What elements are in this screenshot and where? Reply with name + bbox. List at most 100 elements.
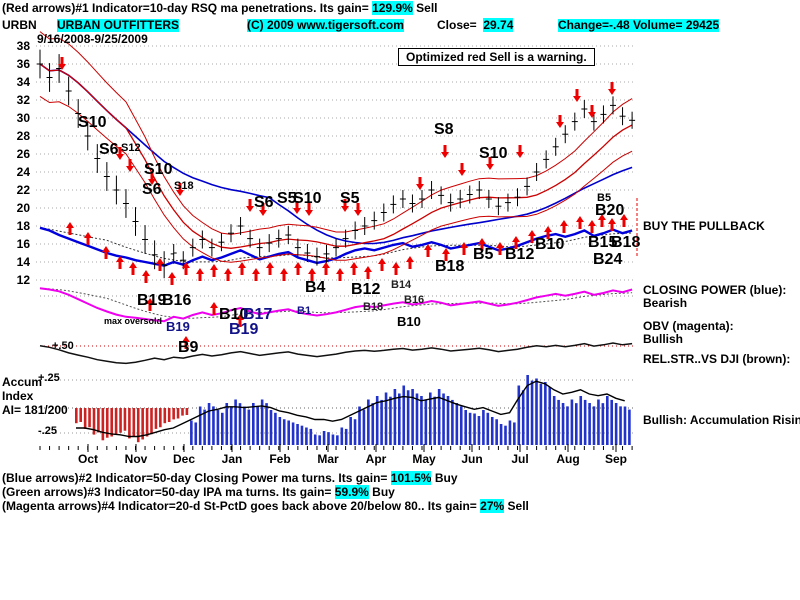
svg-text:B16: B16 bbox=[162, 292, 191, 309]
svg-text:S10: S10 bbox=[479, 145, 508, 162]
accum-status: Bullish: Accumulation Rising bbox=[643, 413, 800, 427]
warning-annotation-box: Optimized red Sell is a warning. bbox=[398, 48, 595, 66]
change-volume: Change=-.48 Volume= 29425 bbox=[558, 18, 720, 32]
closing-power-line bbox=[39, 226, 633, 267]
ma50-line bbox=[39, 63, 633, 245]
svg-text:S10: S10 bbox=[293, 190, 322, 207]
obv-status: Bullish bbox=[643, 332, 684, 346]
company-name: URBAN OUTFITTERS bbox=[57, 18, 179, 32]
obv-ma-line bbox=[39, 287, 633, 319]
relstr-label: REL.STR..VS DJI (brown): bbox=[643, 352, 791, 366]
svg-text:S6: S6 bbox=[254, 194, 274, 211]
svg-text:24: 24 bbox=[17, 165, 31, 179]
month-axis: Oct Nov Dec Jan Feb Mar Apr May Jun Jul Aug Sep bbox=[39, 444, 633, 466]
obv-label: OBV (magenta): bbox=[643, 319, 734, 333]
svg-text:16: 16 bbox=[17, 237, 31, 251]
indicator3-summary: (Green arrows)#3 Indicator=50-day IPA ma… bbox=[2, 485, 395, 499]
accum-ma-line bbox=[76, 380, 625, 438]
warning-annotation-text: Optimized red Sell is a warning. bbox=[406, 50, 587, 64]
svg-text:B12: B12 bbox=[351, 281, 380, 298]
closing-power-status: Bearish bbox=[643, 296, 688, 310]
svg-text:B20: B20 bbox=[595, 202, 624, 219]
svg-text:B16: B16 bbox=[404, 294, 424, 306]
svg-text:14: 14 bbox=[17, 255, 31, 269]
svg-text:S6: S6 bbox=[99, 141, 119, 158]
svg-text:B18: B18 bbox=[435, 258, 464, 275]
svg-text:B1: B1 bbox=[297, 305, 311, 317]
svg-text:Sep: Sep bbox=[605, 452, 627, 466]
svg-text:28: 28 bbox=[17, 129, 31, 143]
price-axis: 38 36 34 32 30 28 26 24 22 20 18 16 14 12 bbox=[17, 39, 31, 287]
svg-text:Aug: Aug bbox=[556, 452, 579, 466]
signal-arrows bbox=[58, 57, 628, 349]
indicator2-summary: (Blue arrows)#2 Indicator=50-day Closing… bbox=[2, 471, 458, 485]
svg-text:S10: S10 bbox=[78, 114, 107, 131]
ma10-line bbox=[39, 63, 633, 249]
lower-band-line bbox=[39, 95, 633, 263]
svg-text:32: 32 bbox=[17, 93, 31, 107]
svg-text:Mar: Mar bbox=[317, 452, 339, 466]
close-value: 29.74 bbox=[483, 18, 514, 32]
index-word: Index bbox=[2, 389, 34, 403]
svg-text:B17: B17 bbox=[243, 306, 272, 323]
svg-text:B10: B10 bbox=[535, 236, 564, 253]
svg-text:Nov: Nov bbox=[125, 452, 148, 466]
svg-text:B5: B5 bbox=[597, 192, 611, 204]
svg-text:38: 38 bbox=[17, 39, 31, 53]
svg-text:Jun: Jun bbox=[461, 452, 482, 466]
svg-text:B10: B10 bbox=[219, 306, 248, 323]
buy-pullback-note: BUY THE PULLBACK bbox=[643, 219, 765, 233]
plus50-label: +.50 bbox=[52, 340, 74, 352]
cp-ma-line bbox=[39, 227, 633, 263]
svg-text:B24: B24 bbox=[593, 251, 622, 268]
obv-line bbox=[39, 287, 633, 323]
svg-text:S6: S6 bbox=[142, 181, 162, 198]
indicator4-summary: (Magenta arrows)#4 Indicator=20-d St-Pct… bbox=[2, 499, 529, 513]
ai-value: AI= 181/200 bbox=[2, 403, 68, 417]
relstr-line bbox=[39, 342, 633, 365]
closing-power-label: CLOSING POWER (blue): bbox=[643, 283, 787, 297]
minus25-label: -.25 bbox=[38, 425, 57, 437]
svg-text:Apr: Apr bbox=[366, 452, 387, 466]
svg-text:S12: S12 bbox=[121, 142, 141, 154]
svg-text:S8: S8 bbox=[434, 121, 454, 138]
date-range: 9/16/2008-9/25/2009 bbox=[37, 32, 148, 46]
svg-text:B14: B14 bbox=[391, 279, 412, 291]
svg-text:S18: S18 bbox=[174, 180, 194, 192]
accum-word: Accum bbox=[2, 375, 43, 389]
price-bars bbox=[37, 49, 636, 279]
svg-text:B4: B4 bbox=[305, 279, 326, 296]
svg-text:Jul: Jul bbox=[511, 452, 528, 466]
svg-text:B10: B10 bbox=[397, 314, 421, 329]
accum-histogram bbox=[75, 375, 631, 445]
price-gridlines bbox=[36, 45, 634, 281]
svg-text:S5: S5 bbox=[340, 190, 360, 207]
svg-text:18: 18 bbox=[17, 219, 31, 233]
svg-text:B15: B15 bbox=[588, 234, 617, 251]
svg-text:Oct: Oct bbox=[78, 452, 98, 466]
svg-text:B19: B19 bbox=[229, 321, 258, 338]
copyright-note: (C) 2009 www.tigersoft.com bbox=[247, 18, 404, 32]
close-group: Close= 29.74 bbox=[437, 18, 514, 32]
svg-text:B19: B19 bbox=[166, 319, 190, 334]
svg-text:36: 36 bbox=[17, 57, 31, 71]
svg-text:S5: S5 bbox=[277, 190, 297, 207]
svg-text:Jan: Jan bbox=[222, 452, 243, 466]
indicator1-summary: (Red arrows)#1 Indicator=10-day RSQ ma p… bbox=[2, 1, 438, 15]
svg-text:B12: B12 bbox=[505, 246, 534, 263]
svg-text:30: 30 bbox=[17, 111, 31, 125]
svg-text:20: 20 bbox=[17, 201, 31, 215]
svg-text:S10: S10 bbox=[144, 161, 173, 178]
svg-text:26: 26 bbox=[17, 147, 31, 161]
svg-text:Feb: Feb bbox=[269, 452, 290, 466]
plus25-label: +.25 bbox=[38, 372, 60, 384]
svg-text:Dec: Dec bbox=[173, 452, 195, 466]
svg-text:B18: B18 bbox=[611, 234, 640, 251]
svg-text:22: 22 bbox=[17, 183, 31, 197]
ticker-symbol: URBN bbox=[2, 18, 37, 32]
svg-text:B19: B19 bbox=[137, 292, 166, 309]
svg-text:May: May bbox=[412, 452, 436, 466]
svg-text:B9: B9 bbox=[178, 339, 199, 356]
